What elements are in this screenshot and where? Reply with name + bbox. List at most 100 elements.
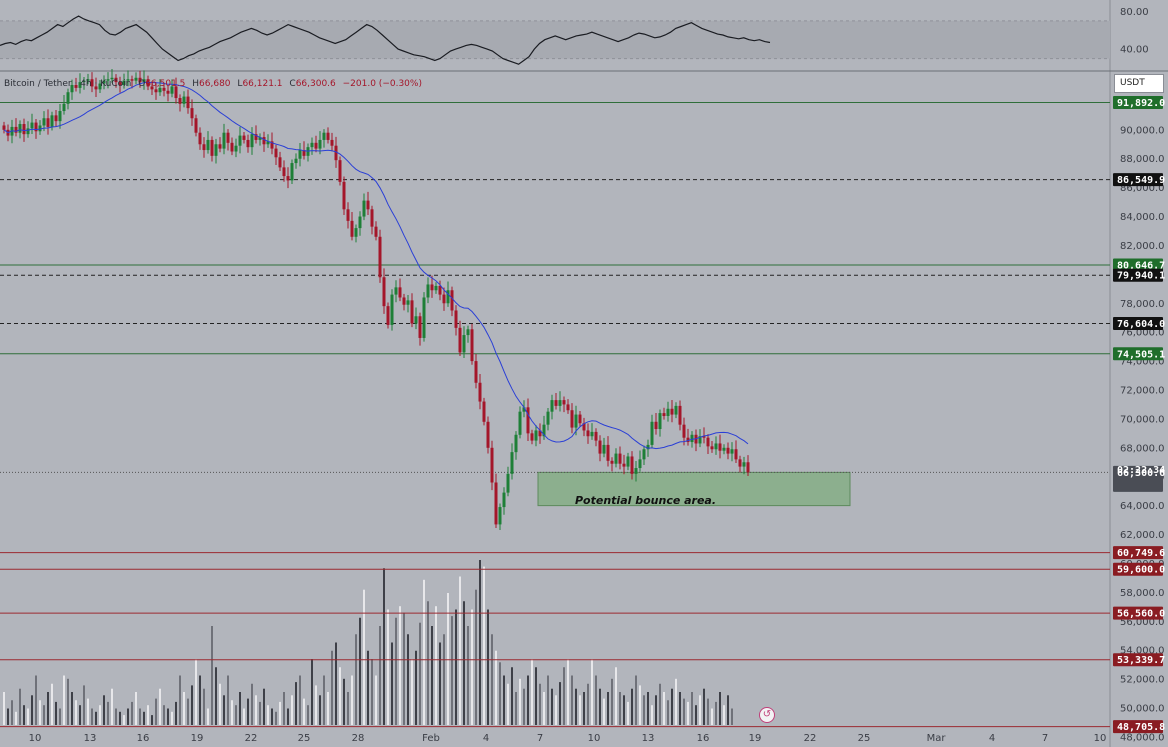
candle-body xyxy=(462,335,466,353)
price-tick-label[interactable]: 78,000.0 xyxy=(1120,299,1165,310)
volume-bar xyxy=(723,705,725,725)
candle-body xyxy=(502,492,506,508)
time-tick-label[interactable]: 22 xyxy=(804,733,817,744)
price-tag-label: 53,339.7 xyxy=(1117,655,1165,666)
time-tick-label[interactable]: 25 xyxy=(858,733,871,744)
price-tag xyxy=(1113,347,1163,361)
time-tick-label[interactable]: 25 xyxy=(298,733,311,744)
price-tag-label: 56,560.0 xyxy=(1117,609,1165,620)
volume-bar xyxy=(715,701,717,725)
price-tags: 91,892.0 86,549.9 80,646.779,940.1 76,604.0… xyxy=(1113,95,1165,734)
candle-body xyxy=(314,142,318,149)
volume-bar xyxy=(443,634,445,725)
candle-body xyxy=(54,115,58,122)
volume-bar xyxy=(631,688,633,725)
volume-bar xyxy=(263,688,265,725)
volume-bar xyxy=(107,701,109,725)
price-tick-label[interactable]: 56,000.0 xyxy=(1120,617,1165,628)
price-tick-label[interactable]: 72,000.0 xyxy=(1120,385,1165,396)
price-tick-label[interactable]: 82,000.0 xyxy=(1120,241,1165,252)
volume-bar xyxy=(159,688,161,725)
volume-bar xyxy=(555,695,557,725)
candle-body xyxy=(574,414,578,428)
volume-bar xyxy=(79,705,81,725)
time-tick-label[interactable]: 16 xyxy=(137,733,150,744)
price-tag xyxy=(1113,562,1163,576)
oscillator-tick-label: 80.00 xyxy=(1120,7,1149,18)
price-tick-label[interactable]: 64,000.0 xyxy=(1120,501,1165,512)
time-tick-label[interactable]: 16 xyxy=(697,733,710,744)
time-axis[interactable]: 10 13 16 19 22 25 28 Feb 4 7 10 13 16 19 22 25 Mar 4 7 10 xyxy=(29,733,1107,744)
volume-bar xyxy=(279,701,281,725)
price-tick-label[interactable]: 74,000.0 xyxy=(1120,357,1165,368)
volume-bar xyxy=(223,695,225,725)
time-tick-label[interactable]: 19 xyxy=(191,733,204,744)
time-tick-label[interactable]: 7 xyxy=(537,733,543,744)
candle-body xyxy=(174,86,178,99)
volume-bar xyxy=(399,606,401,725)
price-tick-label[interactable]: 76,000.0 xyxy=(1120,328,1165,339)
time-tick-label[interactable]: 4 xyxy=(989,733,995,744)
volume-bar xyxy=(31,695,33,725)
price-tick-label[interactable]: 54,000.0 xyxy=(1120,646,1165,657)
volume-bar xyxy=(475,589,477,725)
price-tick-label[interactable]: 52,000.0 xyxy=(1120,675,1165,686)
volume-bar xyxy=(91,708,93,725)
price-tick-label[interactable]: 88,000.0 xyxy=(1120,154,1165,165)
time-tick-label[interactable]: 10 xyxy=(588,733,601,744)
price-tick-label[interactable]: 50,000.0 xyxy=(1120,703,1165,714)
volume-bar xyxy=(535,667,537,725)
volume-bars xyxy=(3,560,733,725)
time-tick-label[interactable]: 22 xyxy=(245,733,258,744)
time-tick-label[interactable]: 10 xyxy=(1094,733,1107,744)
volume-bar xyxy=(155,698,157,725)
oscillator-line xyxy=(0,15,771,65)
volume-bar xyxy=(363,589,365,725)
time-tick-label[interactable]: 13 xyxy=(84,733,97,744)
candle-body xyxy=(30,122,34,129)
volume-bar xyxy=(251,683,253,725)
volume-bar xyxy=(539,683,541,725)
price-tick-label[interactable]: 86,000.0 xyxy=(1120,183,1165,194)
time-tick-label[interactable]: 13 xyxy=(642,733,655,744)
candle-body xyxy=(522,407,526,412)
volume-bar xyxy=(291,695,293,725)
candle-body xyxy=(110,77,114,80)
time-tick-label[interactable]: 19 xyxy=(749,733,762,744)
price-tick-label[interactable]: 90,000.0 xyxy=(1120,125,1165,136)
ma-line xyxy=(3,81,749,450)
price-tick-label[interactable]: 58,000.0 xyxy=(1120,588,1165,599)
time-tick-label[interactable]: 7 xyxy=(1042,733,1048,744)
time-tick-label[interactable]: Feb xyxy=(422,733,440,744)
volume-bar xyxy=(355,634,357,725)
price-tick-label[interactable]: 70,000.0 xyxy=(1120,414,1165,425)
price-tick-label[interactable]: 48,000.0 xyxy=(1120,732,1165,743)
candle-body xyxy=(210,139,214,156)
legend[interactable]: Bitcoin / Tether · 4h · KuCoin O66,501.5… xyxy=(4,79,422,89)
time-tick-label[interactable]: Mar xyxy=(927,733,947,744)
volume-bar xyxy=(35,675,37,725)
volume-bar xyxy=(567,659,569,725)
candle-body xyxy=(602,444,606,454)
volume-bar xyxy=(479,560,481,725)
candle-body xyxy=(234,145,238,152)
candle-body xyxy=(498,507,502,525)
time-tick-label[interactable]: 28 xyxy=(352,733,365,744)
volume-bar xyxy=(199,675,201,725)
candle-body xyxy=(606,444,610,461)
volume-bar xyxy=(703,688,705,725)
price-tag xyxy=(1113,258,1163,272)
candle-body xyxy=(394,287,398,295)
volume-bar xyxy=(219,683,221,725)
volume-bar xyxy=(167,708,169,725)
replay-icon[interactable]: ↺ xyxy=(759,707,775,723)
time-tick-label[interactable]: 4 xyxy=(483,733,489,744)
candle-body xyxy=(374,226,378,237)
candle-body xyxy=(682,424,686,438)
time-tick-label[interactable]: 10 xyxy=(29,733,42,744)
volume-bar xyxy=(611,678,613,725)
price-tick-label[interactable]: 68,000.0 xyxy=(1120,443,1165,454)
price-tick-label[interactable]: 62,000.0 xyxy=(1120,530,1165,541)
currency-button[interactable]: USDT xyxy=(1114,74,1164,93)
price-tick-label[interactable]: 84,000.0 xyxy=(1120,212,1165,223)
